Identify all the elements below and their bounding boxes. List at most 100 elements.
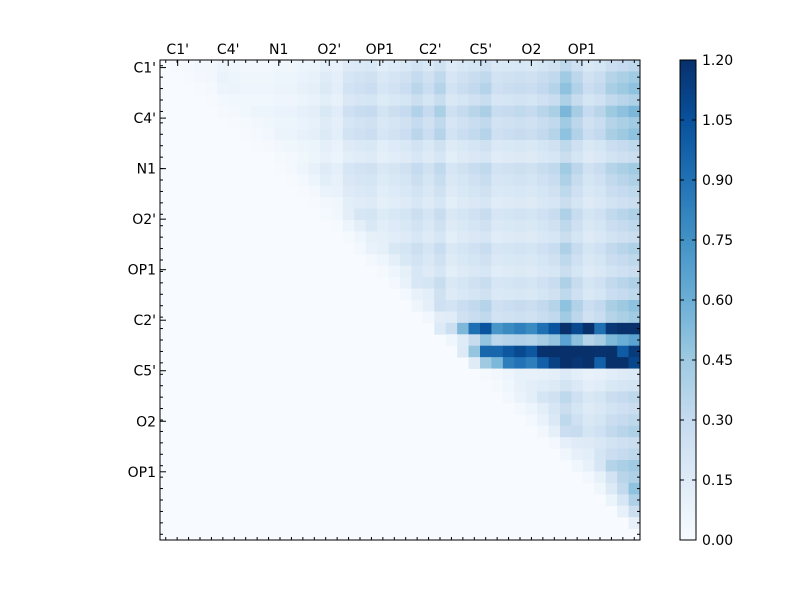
heatmap-cell [365,242,378,255]
heatmap-cell [582,471,595,484]
heatmap-cell [605,494,618,507]
heatmap-cell [514,94,527,107]
heatmap-cell [628,117,641,129]
heatmap-cell [480,94,492,107]
heatmap-cell [605,208,618,221]
heatmap-cell [502,322,515,335]
heatmap-cell [628,311,641,324]
heatmap-cell [262,82,275,95]
heatmap-cell [548,128,561,141]
heatmap-cell [411,254,424,267]
heatmap-cell [388,151,401,164]
heatmap-cell [605,437,618,449]
heatmap-cell [228,105,241,118]
y-tick-label: O2 [136,414,156,430]
heatmap-cell [537,322,549,335]
heatmap-cell [285,162,298,175]
colorbar-tick-label: 0.15 [702,473,733,489]
heatmap-cell [400,94,412,107]
heatmap-cell [251,71,264,84]
heatmap-cell [400,185,412,198]
heatmap-cell [502,242,515,255]
heatmap-cell [514,277,527,289]
heatmap-cell [514,380,527,392]
heatmap-cell [560,117,572,129]
heatmap-cell [525,220,538,232]
heatmap-cell [560,288,572,301]
heatmap-cell [560,185,572,198]
heatmap-cell [594,151,607,164]
heatmap-cell [628,151,641,164]
heatmap-cell [411,197,424,209]
heatmap-cell [582,380,595,392]
heatmap-cell [422,128,435,141]
x-tick-label: C1' [166,42,189,58]
heatmap-cell [480,60,492,72]
heatmap-cell [560,322,572,335]
heatmap-cell [560,334,572,347]
heatmap-cell [434,197,447,209]
heatmap-cell [571,151,584,164]
heatmap-cell [548,322,561,335]
heatmap-cell [480,322,492,335]
heatmap-cell [388,185,401,198]
heatmap-cell [388,277,401,289]
heatmap-cell [525,151,538,164]
heatmap-cell [548,265,561,278]
heatmap-cell [594,334,607,347]
heatmap-cell [628,414,641,427]
heatmap-cell [434,60,447,72]
heatmap-cell [388,265,401,278]
heatmap-cell [457,345,469,358]
heatmap-cell [331,117,344,129]
heatmap-cell [571,380,584,392]
heatmap-cell [491,380,504,392]
heatmap-cell [308,82,321,95]
heatmap-cell [228,82,241,95]
heatmap-cell [262,117,275,129]
heatmap-cell [480,162,492,175]
heatmap-cell [491,140,504,152]
heatmap-cell [422,254,435,267]
heatmap-cell [548,174,561,187]
heatmap-cell [537,357,549,369]
heatmap-cell [514,105,527,118]
heatmap-cell [514,208,527,221]
heatmap-cell [525,345,538,358]
heatmap-cell [468,71,481,84]
heatmap-cell [594,128,607,141]
heatmap-cell [502,117,515,129]
heatmap-cell [491,197,504,209]
heatmap-cell [434,277,447,289]
heatmap-cell [217,82,229,95]
heatmap-cell [445,117,458,129]
heatmap-cell [605,220,618,232]
heatmap-cell [480,174,492,187]
heatmap-cell [514,300,527,312]
heatmap-cell [571,208,584,221]
heatmap-cell [320,151,332,164]
heatmap-cell [617,231,629,244]
heatmap-cell [560,174,572,187]
heatmap-cell [594,162,607,175]
heatmap-cell [445,254,458,267]
heatmap-cell [400,254,412,267]
heatmap-cell [434,71,447,84]
heatmap-cell [605,265,618,278]
heatmap-cell [571,94,584,107]
heatmap-cell [514,140,527,152]
heatmap-cell [514,128,527,141]
heatmap-cell [400,140,412,152]
heatmap-cell [422,277,435,289]
heatmap-cell [285,174,298,187]
heatmap-cell [514,368,527,381]
heatmap-cell [285,105,298,118]
heatmap-cell [582,448,595,461]
heatmap-cell [422,311,435,324]
heatmap-cell [502,60,515,72]
heatmap-cell [537,174,549,187]
heatmap-cell [445,60,458,72]
heatmap-cell [468,162,481,175]
heatmap-cell [342,208,355,221]
heatmap-cell [514,265,527,278]
